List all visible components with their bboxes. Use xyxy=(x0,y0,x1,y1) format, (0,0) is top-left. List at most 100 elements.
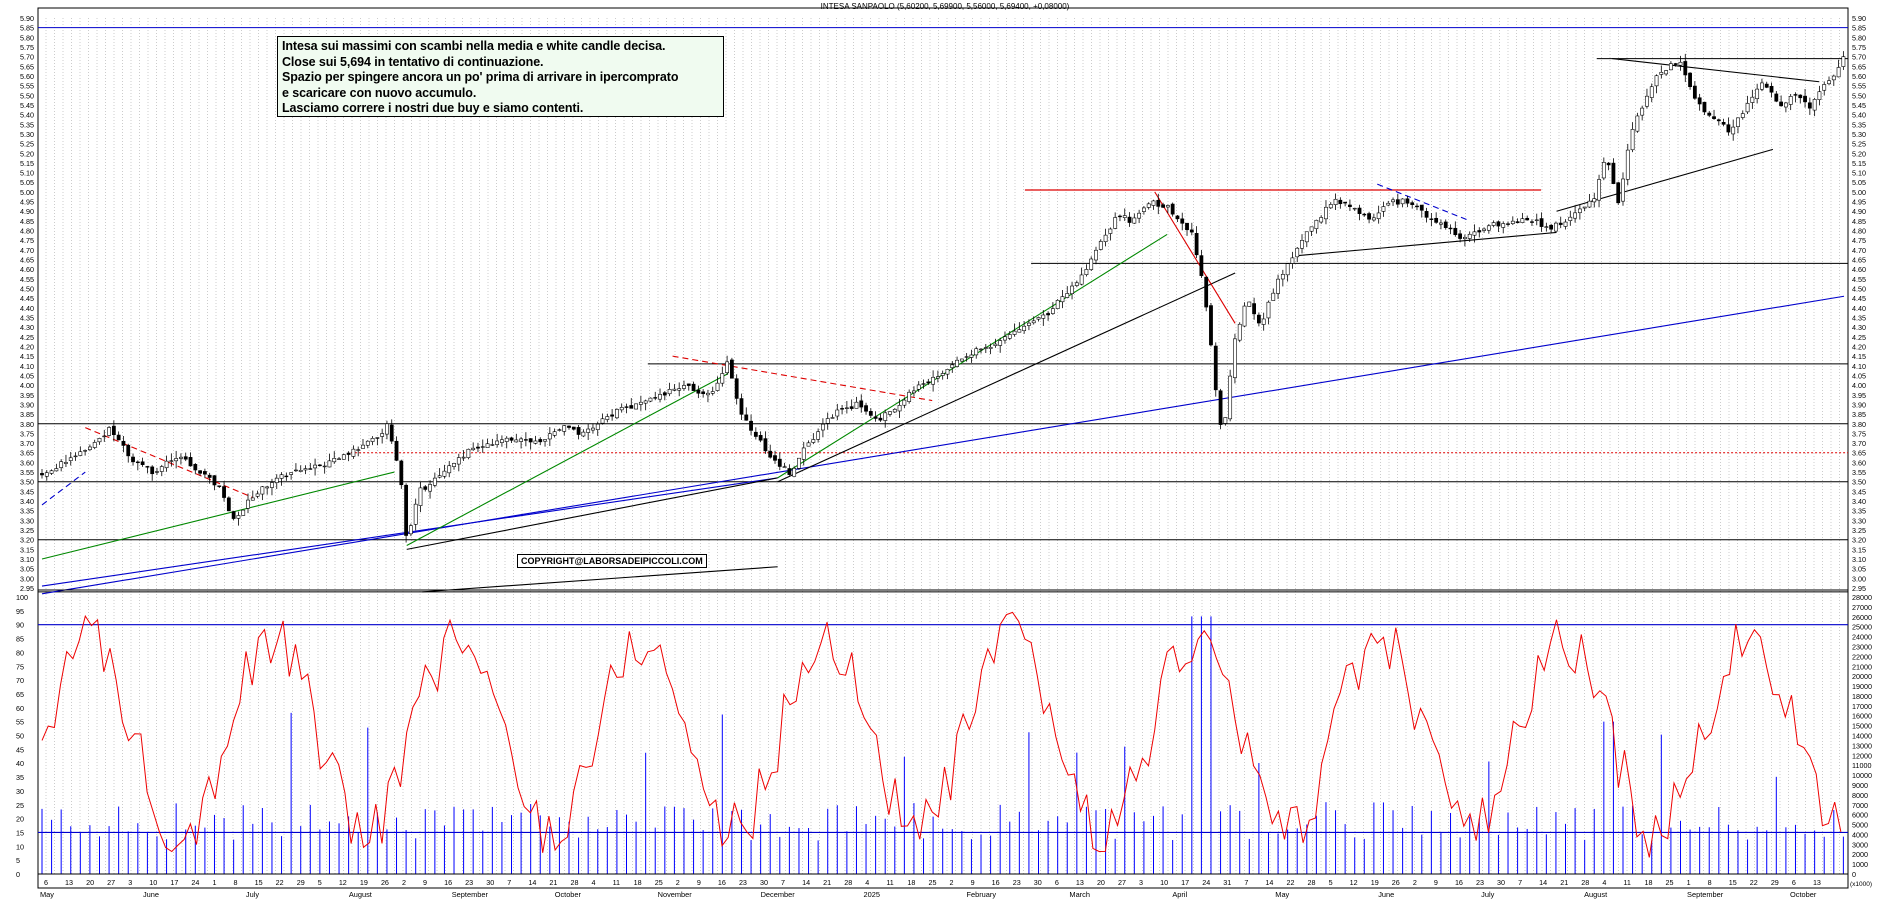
candle-body xyxy=(107,427,111,436)
candle-body xyxy=(1017,329,1022,333)
candle-body xyxy=(1252,303,1257,315)
candle-body xyxy=(1458,233,1463,239)
candle-body xyxy=(629,405,634,409)
price-tick-label-right: 3.85 xyxy=(1852,410,1866,419)
month-tick-label: May xyxy=(40,890,54,899)
price-tick-label-right: 3.80 xyxy=(1852,420,1866,429)
price-tick-label-left: 3.70 xyxy=(20,439,34,448)
price-tick-label-left: 5.15 xyxy=(20,159,34,168)
oscillator-tick-label: 20 xyxy=(16,815,24,824)
volume-tick-label: 22000 xyxy=(1852,652,1872,661)
candle-body xyxy=(720,373,725,384)
oscillator-axis: 1009590858075706560555045403530252015105… xyxy=(16,593,1848,879)
candle-body xyxy=(1079,274,1084,285)
candle-body xyxy=(677,388,682,391)
candle-body xyxy=(1209,305,1213,346)
day-tick-label: 20 xyxy=(86,878,94,887)
candle-body xyxy=(1419,204,1424,211)
candle-body xyxy=(1467,233,1472,239)
candle-body xyxy=(1362,213,1367,216)
candle-body xyxy=(935,376,940,379)
candle-body xyxy=(1324,206,1328,220)
oscillator-tick-label: 55 xyxy=(16,718,24,727)
candle-body xyxy=(519,438,523,442)
volume-tick-label: 3000 xyxy=(1852,840,1868,849)
day-tick-label: 5 xyxy=(318,878,322,887)
price-tick-label-right: 4.95 xyxy=(1852,198,1866,207)
candle-body xyxy=(452,463,456,467)
candle-body xyxy=(1170,203,1175,215)
candle-body xyxy=(1793,94,1798,96)
candle-body xyxy=(562,425,567,432)
month-tick-label: July xyxy=(246,890,259,899)
candle-body xyxy=(653,397,658,399)
black-trend-line xyxy=(406,477,778,550)
price-tick-label-left: 5.55 xyxy=(20,82,34,91)
candle-body xyxy=(135,461,140,464)
day-tick-label: 7 xyxy=(781,878,785,887)
candle-body xyxy=(1568,216,1573,221)
candle-body xyxy=(284,475,289,478)
candle-body xyxy=(1774,93,1779,102)
candle-body xyxy=(1055,300,1060,309)
candle-body xyxy=(274,477,279,484)
candle-body xyxy=(1156,199,1161,207)
copyright-label: COPYRIGHT@LABORSADEIPICCOLI.COM xyxy=(517,554,707,568)
candle-body xyxy=(1386,202,1391,206)
candle-body xyxy=(1491,222,1496,226)
candle-body xyxy=(1036,317,1041,320)
candle-body xyxy=(1391,199,1395,203)
day-tick-label: 10 xyxy=(1160,878,1168,887)
day-tick-label: 28 xyxy=(1308,878,1316,887)
price-tick-label-right: 3.55 xyxy=(1852,468,1866,477)
candle-body xyxy=(246,499,250,509)
candle-body xyxy=(279,474,284,479)
analysis-line-1: Intesa sui massimi con scambi nella medi… xyxy=(282,39,666,53)
day-tick-label: 24 xyxy=(191,878,199,887)
candle-body xyxy=(1295,247,1300,258)
oscillator-tick-label: 15 xyxy=(16,828,24,837)
candle-body xyxy=(1328,204,1333,209)
price-tick-label-left: 5.40 xyxy=(20,111,34,120)
volume-tick-label: 4000 xyxy=(1852,830,1868,839)
candle-body xyxy=(212,475,217,486)
day-tick-label: 1 xyxy=(1687,878,1691,887)
candle-body xyxy=(1027,322,1031,326)
price-tick-label-right: 4.10 xyxy=(1852,362,1866,371)
price-tick-label-right: 5.75 xyxy=(1852,43,1866,52)
candle-body xyxy=(1242,305,1247,327)
candle-body xyxy=(375,437,380,439)
candle-body xyxy=(1309,226,1314,232)
candle-body xyxy=(255,493,260,497)
candle-body xyxy=(892,409,897,413)
oscillator-tick-label: 30 xyxy=(16,787,24,796)
day-tick-label: 26 xyxy=(381,878,389,887)
day-tick-label: 21 xyxy=(549,878,557,887)
candle-body xyxy=(1046,313,1050,316)
day-tick-label: 20 xyxy=(1097,878,1105,887)
candle-body xyxy=(1745,103,1750,113)
candle-body xyxy=(1142,207,1146,212)
day-tick-label: 16 xyxy=(444,878,452,887)
day-tick-label: 30 xyxy=(486,878,494,887)
volume-tick-label: 9000 xyxy=(1852,781,1868,790)
candle-body xyxy=(859,400,864,408)
candle-body xyxy=(504,437,509,442)
price-tick-label-left: 4.30 xyxy=(20,323,34,332)
price-tick-label-right: 3.00 xyxy=(1852,574,1866,583)
black-trend-line xyxy=(777,272,1236,483)
candle-body xyxy=(1836,67,1841,78)
candle-body xyxy=(1060,296,1065,303)
candle-body xyxy=(1266,301,1271,319)
candle-body xyxy=(993,343,998,346)
candle-body xyxy=(1443,221,1448,228)
candle-body xyxy=(523,439,528,441)
analysis-line-5: Lasciamo correre i nostri due buy e siam… xyxy=(282,101,584,115)
volume-tick-label: 11000 xyxy=(1852,761,1871,770)
analysis-note: Intesa sui massimi con scambi nella medi… xyxy=(277,36,724,117)
candle-body xyxy=(1089,258,1094,270)
candle-body xyxy=(964,356,969,358)
day-tick-label: 9 xyxy=(697,878,701,887)
candle-body xyxy=(739,398,744,415)
